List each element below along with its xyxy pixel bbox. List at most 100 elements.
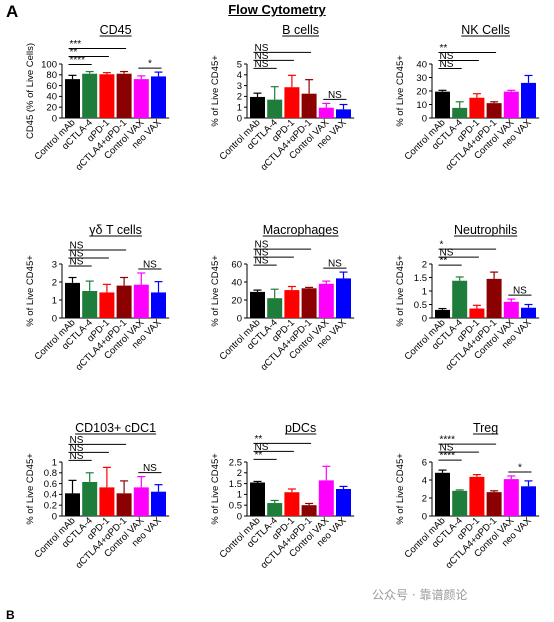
y-axis-label: % of Live CD45+ (395, 255, 406, 327)
significance-label: * (518, 462, 522, 473)
y-axis-label: % of Live CD45+ (210, 55, 221, 127)
significance-label: NS (513, 286, 527, 297)
significance-label: ** (255, 434, 263, 445)
y-axis-label: % of Live CD45+ (395, 453, 406, 525)
significance-label: NS (255, 256, 269, 267)
bar-control-vax (133, 487, 149, 516)
significance-label: NS (70, 257, 84, 268)
bar-ctla-4 (267, 99, 283, 118)
y-tick-label: 40 (231, 277, 242, 288)
bar-control-mab (250, 291, 265, 318)
bar-neo-vax (151, 76, 166, 118)
bar-ctla-4 (82, 481, 98, 516)
significance-label: ** (70, 47, 78, 58)
y-tick-label: 0.4 (44, 490, 57, 501)
chart-title: γδ T cells (89, 223, 142, 237)
significance-label: NS (328, 259, 342, 270)
y-tick-label: 5 (237, 59, 242, 70)
y-tick-label: 0 (422, 113, 427, 124)
bar-control-mab (250, 96, 265, 118)
y-tick-label: 4 (422, 475, 427, 486)
y-tick-label: 1 (52, 457, 57, 468)
significance-label: NS (70, 249, 84, 260)
chart-title: Macrophages (263, 223, 339, 237)
significance-label: NS (255, 248, 269, 259)
significance-label: NS (70, 435, 84, 446)
y-tick-label: 20 (46, 103, 57, 114)
bar-control-mab (65, 79, 80, 118)
y-axis-label: % of Live CD45+ (25, 255, 36, 327)
bar-control-vax (503, 301, 519, 318)
y-tick-label: 0.6 (44, 479, 57, 490)
y-tick-label: 0.8 (44, 468, 57, 479)
bar-ctla4-pd-1 (301, 505, 317, 516)
y-tick-label: 0 (52, 511, 57, 522)
y-tick-label: 60 (46, 81, 57, 92)
significance-label: **** (440, 451, 456, 462)
y-axis-label: % of Live CD45+ (210, 255, 221, 327)
y-tick-label: 3 (52, 259, 57, 270)
y-tick-label: 2 (237, 468, 242, 479)
y-tick-label: 2 (422, 259, 427, 270)
bar-control-vax (318, 107, 334, 118)
significance-label: ** (440, 43, 448, 54)
chart-title: Treg (473, 421, 498, 435)
bar-ctla-4 (267, 298, 283, 318)
significance-label: NS (143, 463, 157, 474)
y-tick-label: 20 (416, 86, 427, 97)
bar-ctla-4 (82, 73, 98, 118)
bar-ctla4-pd-1 (486, 492, 502, 516)
chart-title: Neutrophils (454, 223, 517, 237)
y-tick-label: 4 (237, 70, 242, 81)
significance-label: ** (255, 450, 263, 461)
significance-label: ** (440, 256, 448, 267)
significance-label: * (440, 240, 444, 251)
bar-ctla4-pd-1 (116, 493, 132, 516)
bar-control-mab (250, 482, 265, 516)
y-tick-label: 10 (416, 100, 427, 111)
significance-label: **** (440, 435, 456, 446)
bar-pd-1 (284, 290, 300, 318)
bar-pd-1 (284, 87, 300, 118)
y-axis-label: % of Live CD45+ (395, 55, 406, 127)
significance-label: NS (255, 51, 269, 62)
bar-control-vax (133, 79, 149, 118)
bar-pd-1 (284, 492, 300, 516)
y-tick-label: 2.5 (229, 457, 242, 468)
y-tick-label: 0 (237, 511, 242, 522)
significance-label: NS (255, 240, 269, 251)
significance-label: **** (70, 55, 86, 66)
bar-control-vax (503, 479, 519, 516)
bar-pd-1 (99, 292, 115, 318)
y-tick-label: 6 (422, 457, 427, 468)
y-tick-label: 0 (237, 313, 242, 324)
y-tick-label: 1 (422, 286, 427, 297)
y-tick-label: 1 (237, 103, 242, 114)
chart-title: CD45 (100, 23, 132, 37)
bar-pd-1 (469, 97, 485, 118)
bar-pd-1 (469, 308, 485, 318)
y-tick-label: 0 (422, 511, 427, 522)
y-tick-label: 100 (41, 59, 57, 70)
y-tick-label: 1.5 (414, 273, 427, 284)
y-tick-label: 0 (237, 113, 242, 124)
y-tick-label: 1.5 (229, 479, 242, 490)
bar-ctla4-pd-1 (116, 73, 132, 118)
bar-pd-1 (99, 487, 115, 516)
bar-ctla-4 (452, 280, 468, 318)
panel-letter: A (6, 2, 19, 21)
bar-ctla-4 (267, 503, 283, 516)
bar-ctla4-pd-1 (301, 288, 317, 318)
significance-label: NS (70, 443, 84, 454)
bar-neo-vax (521, 82, 536, 118)
significance-label: * (148, 59, 152, 70)
bar-ctla-4 (82, 291, 98, 318)
bar-ctla-4 (452, 490, 468, 516)
watermark-text: 公众号 · 靠谱颜论 (372, 588, 468, 602)
